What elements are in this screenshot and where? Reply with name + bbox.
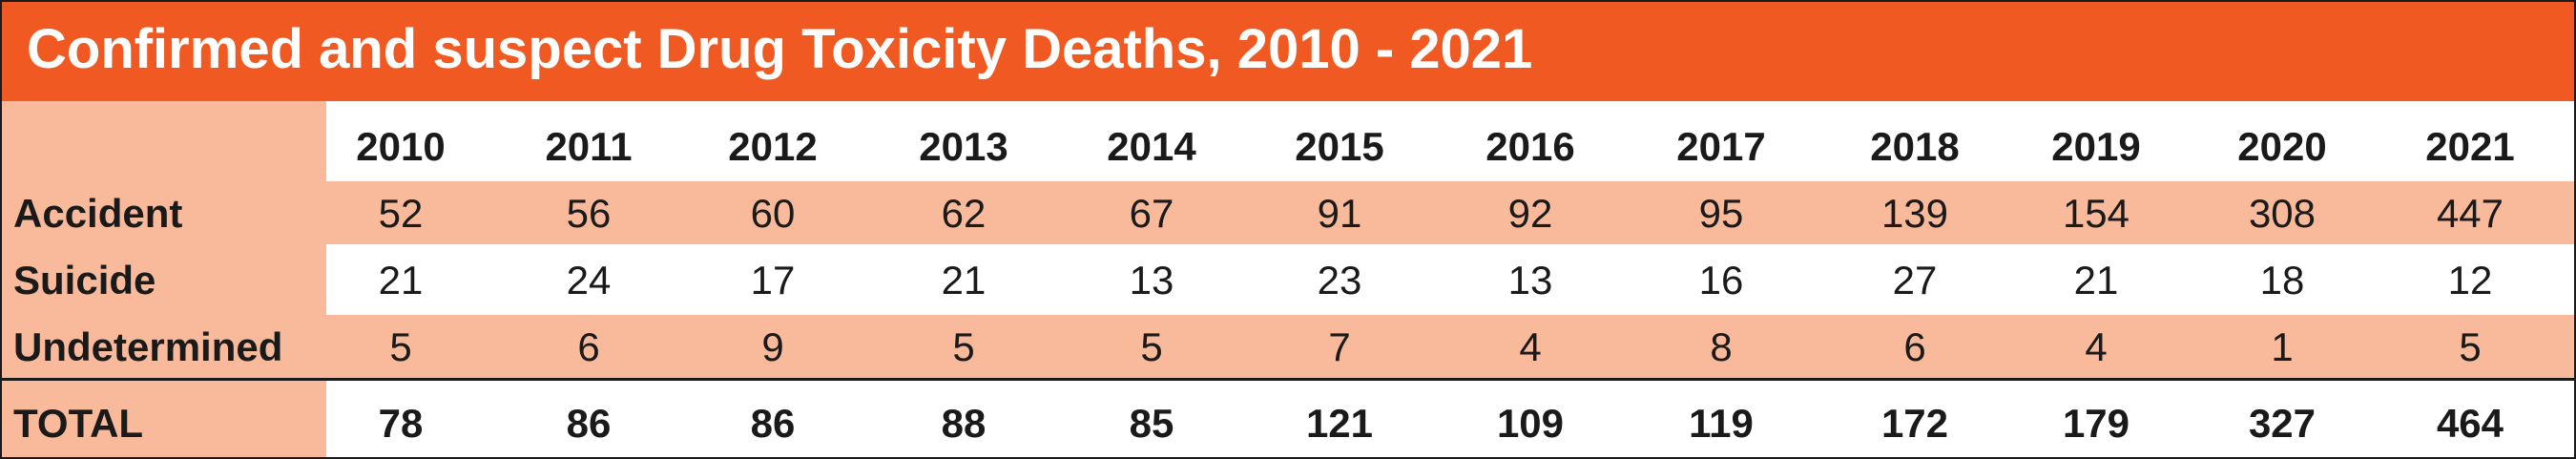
column-header: 2011 (545, 124, 633, 169)
data-cell: 62 (941, 191, 987, 236)
total-cell: 172 (1880, 401, 1949, 446)
column-header: 2021 (2425, 124, 2515, 169)
data-cell: 12 (2447, 258, 2493, 303)
data-cell: 56 (566, 191, 612, 236)
total-cell: 109 (1496, 401, 1565, 446)
total-cell: 464 (2436, 401, 2504, 446)
data-cell: 67 (1129, 191, 1174, 236)
total-label-cell (2, 381, 326, 457)
data-cell: 9 (761, 324, 784, 369)
data-cell: 7 (1328, 324, 1351, 369)
total-cell: 327 (2248, 401, 2316, 446)
data-cell: 139 (1880, 191, 1949, 236)
data-cell: 5 (2459, 324, 2482, 369)
data-cell: 13 (1507, 258, 1553, 303)
data-cell: 6 (577, 324, 600, 369)
data-cell: 91 (1317, 191, 1362, 236)
column-header: 2013 (919, 124, 1008, 169)
data-cell: 92 (1507, 191, 1553, 236)
column-header: 2016 (1485, 124, 1575, 169)
row-label: Suicide (13, 258, 156, 303)
row-label: Accident (13, 191, 183, 236)
data-cell: 95 (1698, 191, 1744, 236)
column-header: 2017 (1676, 124, 1766, 169)
column-header: 2014 (1107, 124, 1196, 169)
data-cell: 447 (2436, 191, 2504, 236)
data-cell: 27 (1892, 258, 1938, 303)
total-cell: 179 (2062, 401, 2130, 446)
total-cell: 78 (378, 401, 424, 446)
data-cell: 60 (750, 191, 796, 236)
data-cell: 6 (1903, 324, 1926, 369)
data-cell: 154 (2062, 191, 2130, 236)
data-cell: 5 (389, 324, 412, 369)
data-cell: 5 (952, 324, 975, 369)
data-cell: 13 (1129, 258, 1174, 303)
title-bar: Confirmed and suspect Drug Toxicity Deat… (2, 2, 2574, 101)
data-cell: 21 (378, 258, 424, 303)
data-cell: 4 (2085, 324, 2108, 369)
data-cell: 18 (2259, 258, 2305, 303)
data-cell: 21 (2073, 258, 2119, 303)
total-cell: 85 (1129, 401, 1174, 446)
total-cell: 121 (1305, 401, 1374, 446)
total-separator (2, 378, 2574, 381)
data-cell: 23 (1317, 258, 1362, 303)
row-band-undetermined (326, 315, 2574, 378)
total-cell: 119 (1689, 401, 1754, 446)
data-cell: 5 (1140, 324, 1163, 369)
total-cell: 86 (566, 401, 612, 446)
data-cell: 1 (2271, 324, 2294, 369)
data-cell: 21 (941, 258, 987, 303)
total-cell: 86 (750, 401, 796, 446)
data-cell: 17 (750, 258, 796, 303)
data-cell: 16 (1698, 258, 1744, 303)
data-cell: 52 (378, 191, 424, 236)
column-header: 2015 (1295, 124, 1384, 169)
column-header: 2010 (356, 124, 446, 169)
data-cell: 308 (2248, 191, 2316, 236)
column-header: 2018 (1870, 124, 1960, 169)
data-cell: 24 (566, 258, 612, 303)
data-cell: 4 (1519, 324, 1542, 369)
row-label-column (2, 101, 326, 378)
total-cell: 88 (941, 401, 987, 446)
column-header: 2019 (2051, 124, 2141, 169)
total-label: TOTAL (13, 401, 144, 446)
table-title: Confirmed and suspect Drug Toxicity Deat… (27, 18, 1533, 80)
row-label: Undetermined (13, 324, 283, 369)
column-header: 2012 (728, 124, 818, 169)
row-band-accident (326, 181, 2574, 244)
column-header: 2020 (2237, 124, 2327, 169)
data-cell: 8 (1710, 324, 1733, 369)
